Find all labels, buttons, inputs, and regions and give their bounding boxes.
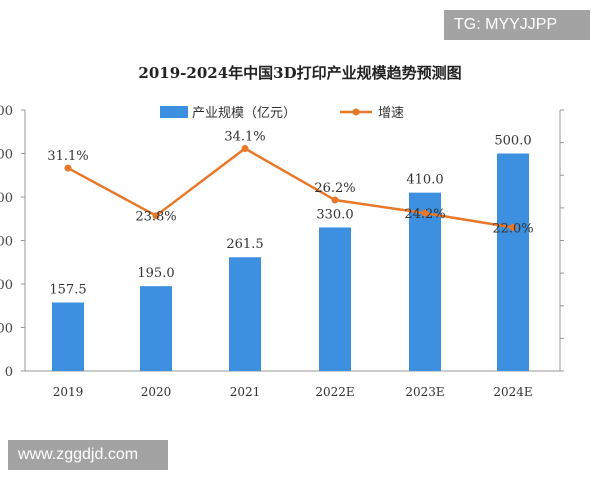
line-label: 22.0% [492, 221, 533, 236]
bar [497, 153, 529, 371]
watermark-top: TG: MYYJJPP [444, 10, 590, 40]
line-point [509, 223, 517, 231]
x-tick-label: 2023E [405, 385, 444, 399]
bar-label: 261.5 [226, 237, 263, 252]
line-point [64, 164, 72, 172]
bar-label: 195.0 [137, 266, 174, 281]
line-point [421, 209, 429, 217]
bar-label: 330.0 [316, 207, 353, 222]
left-tick-label: 200 [0, 278, 13, 293]
line-point [241, 144, 249, 152]
watermark-bottom: www.zggdjd.com [8, 440, 168, 470]
line-point [152, 212, 160, 220]
left-tick-label: 600 [0, 104, 13, 119]
x-tick-label: 2022E [315, 385, 354, 399]
line-label: 34.1% [224, 129, 265, 144]
line-label: 23.8% [135, 210, 176, 225]
growth-line [67, 147, 514, 229]
legend-line-label: 增速 [378, 106, 404, 121]
left-tick-label: 300 [0, 235, 13, 250]
x-tick-label: 2020 [141, 385, 172, 399]
legend-bar-label: 产业规模（亿元） [192, 106, 296, 121]
left-tick-label: 400 [0, 191, 13, 206]
x-tick-label: 2021 [230, 385, 261, 399]
left-tick-label: 500 [0, 148, 13, 163]
bar-label: 500.0 [494, 134, 531, 149]
legend-line-marker [352, 108, 360, 116]
bar [409, 192, 441, 371]
bar [319, 227, 351, 371]
line-label: 24.2% [404, 207, 445, 222]
bar [229, 257, 261, 371]
bar-label: 157.5 [49, 282, 86, 297]
legend-bar-swatch [160, 106, 188, 118]
left-tick-label: 100 [0, 322, 13, 337]
x-tick-label: 2024E [493, 385, 532, 399]
chart-title: 2019-2024年中国3D打印产业规模趋势预测图 [138, 64, 461, 82]
bar [140, 286, 172, 371]
x-tick-label: 2019 [53, 385, 84, 399]
line-point [331, 196, 339, 204]
line-label: 31.1% [47, 149, 88, 164]
bar [52, 302, 84, 371]
bar-label: 410.0 [406, 173, 443, 188]
left-tick-label: 0 [5, 365, 13, 380]
line-label: 26.2% [314, 181, 355, 196]
